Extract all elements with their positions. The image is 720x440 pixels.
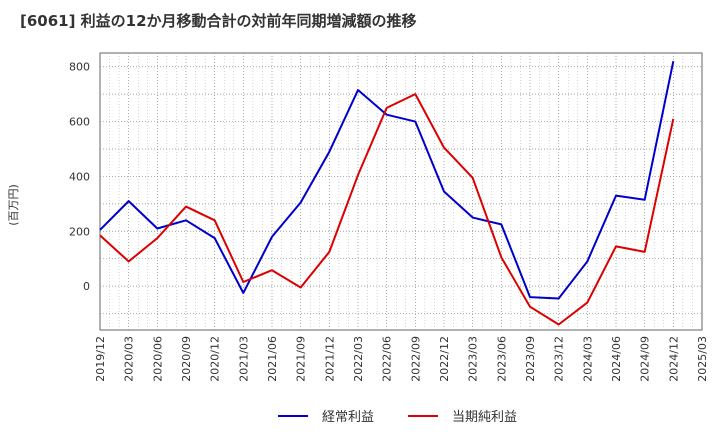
x-tick-label: 2020/12 [209,336,222,382]
x-tick-label: 2024/12 [667,336,680,382]
x-tick-label: 2024/09 [639,336,652,382]
x-tick-label: 2022/09 [409,336,422,382]
legend-label-1: 経常利益 [322,410,374,425]
x-tick-label: 2024/03 [581,336,594,382]
series-line-2 [99,93,675,326]
y-tick-label: 0 [83,280,90,293]
x-tick-label: 2019/12 [94,336,107,382]
plot-area [99,52,703,331]
x-tick-label: 2023/09 [524,336,537,382]
x-tick-label: 2022/06 [381,336,394,382]
x-tick-label: 2023/06 [495,336,508,382]
x-tick-label: 2021/12 [323,336,336,382]
x-tick-label: 2024/06 [610,336,623,382]
x-tick-label: 2020/09 [180,336,193,382]
x-tick-label: 2021/03 [237,336,250,382]
y-tick-label: 200 [69,225,90,238]
x-tick-label: 2021/09 [295,336,308,382]
x-tick-label: 2020/06 [151,336,164,382]
chart-title: [6061] 利益の12か月移動合計の対前年同期増減額の推移 [20,12,417,30]
x-tick-label: 2022/12 [438,336,451,382]
x-tick-label: 2020/03 [123,336,136,382]
y-tick-label: 800 [69,61,90,74]
x-tick-label: 2022/03 [352,336,365,382]
y-axis-label: (百万円) [7,184,20,226]
y-tick-label: 400 [69,170,90,183]
x-tick-label: 2025/03 [696,336,709,382]
y-tick-label: 600 [69,116,90,129]
x-tick-label: 2023/12 [553,336,566,382]
x-tick-label: 2021/06 [266,336,279,382]
legend-label-2: 当期純利益 [452,410,517,425]
x-tick-label: 2023/03 [467,336,480,382]
series-line-1 [99,61,675,300]
